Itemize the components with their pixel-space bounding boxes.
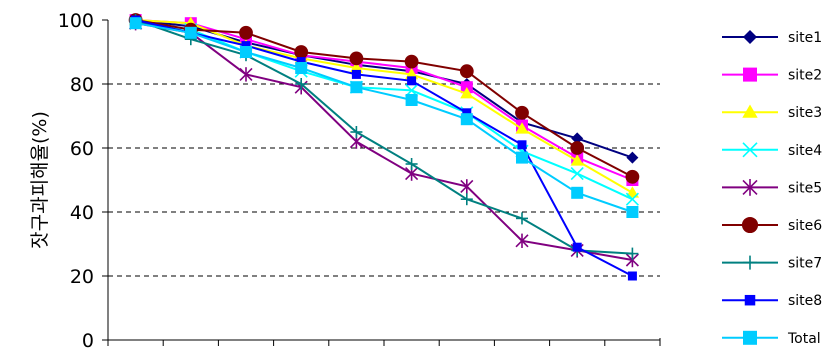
legend-entry: Total [722,330,821,347]
series-line [135,22,633,261]
series-marker [625,192,639,206]
series-marker [743,30,757,44]
legend-label: Total [787,331,821,347]
series-marker [571,186,584,199]
series-marker [240,46,252,58]
series-total [129,17,639,218]
legend-entry: site3 [722,104,822,121]
series-marker [570,141,585,155]
series-line [135,22,633,213]
series-marker [184,26,197,39]
legend-label: site3 [788,105,822,121]
legend-label: site1 [788,30,822,46]
series-marker [570,167,584,181]
series-marker [405,94,418,106]
series-marker [626,247,639,260]
series-marker [462,108,472,118]
series-marker [350,126,363,138]
legend-label: site8 [788,293,822,309]
legend-entry: site4 [722,142,822,159]
series-marker [572,242,582,252]
series-marker [743,255,757,270]
legend-label: site2 [788,68,822,84]
series-marker [296,57,306,67]
series-marker [295,78,308,90]
series-marker [405,158,418,170]
series-marker [515,122,529,134]
series-marker [625,169,640,184]
axes [102,19,661,346]
series-line [135,19,633,178]
series-marker [460,193,473,206]
series-marker [460,113,473,126]
series-marker [515,233,529,248]
series-marker [349,51,364,66]
series-marker [295,62,308,74]
series-marker [570,154,584,166]
series-line [135,19,633,255]
series-marker [743,330,757,345]
series-marker [516,151,528,164]
series-marker [742,142,758,158]
y-tick-label: 100 [58,10,94,32]
legend-entry: site6 [722,216,822,234]
series-marker [239,67,253,82]
y-tick-label: 60 [70,138,94,160]
legend-label: site5 [788,180,822,196]
series-marker [742,179,758,196]
y-tick-label: 80 [70,74,94,96]
legend-label: site7 [788,256,822,272]
series-line [135,19,633,194]
gridlines [108,83,660,277]
series-marker [351,69,361,79]
series-marker [350,81,363,94]
series-marker [743,67,757,82]
series-line [135,22,633,201]
series-marker [407,76,417,86]
series-marker [627,271,637,281]
series-marker [742,104,758,118]
legend-entry: site8 [722,293,822,309]
series-marker [625,186,639,198]
series-marker [460,87,474,99]
series-marker [404,54,419,69]
series-marker [516,212,528,225]
series-marker [459,64,474,79]
series-marker [571,132,584,145]
series-lines [128,13,640,281]
series-marker [515,105,529,120]
legend-entry: site7 [722,255,822,272]
series-marker [460,179,474,194]
series-marker [626,206,639,218]
series-marker [239,25,253,40]
legend-label: site6 [788,218,822,234]
series-marker [241,41,251,51]
y-tick-label: 20 [70,266,94,288]
series-marker [626,151,639,164]
legend-entry: site2 [722,67,822,84]
legend-label: site4 [788,143,822,159]
y-axis-label: 잣구과피해율(%) [29,111,51,249]
series-marker [129,17,142,30]
y-tick-label: 40 [70,202,94,224]
legend-entry: site5 [722,179,822,196]
series-marker [517,140,527,150]
series-line [135,19,633,277]
y-tick-label: 0 [82,330,94,352]
series-marker [294,45,309,59]
legend: site1 site2 site3 site4 site5 site6 site7 site8… [722,30,822,347]
legend-entry: site1 [722,30,822,46]
series-marker [744,294,756,306]
series-marker [741,216,759,234]
y-tick-labels: 0 20 40 60 80 100 [58,10,94,352]
